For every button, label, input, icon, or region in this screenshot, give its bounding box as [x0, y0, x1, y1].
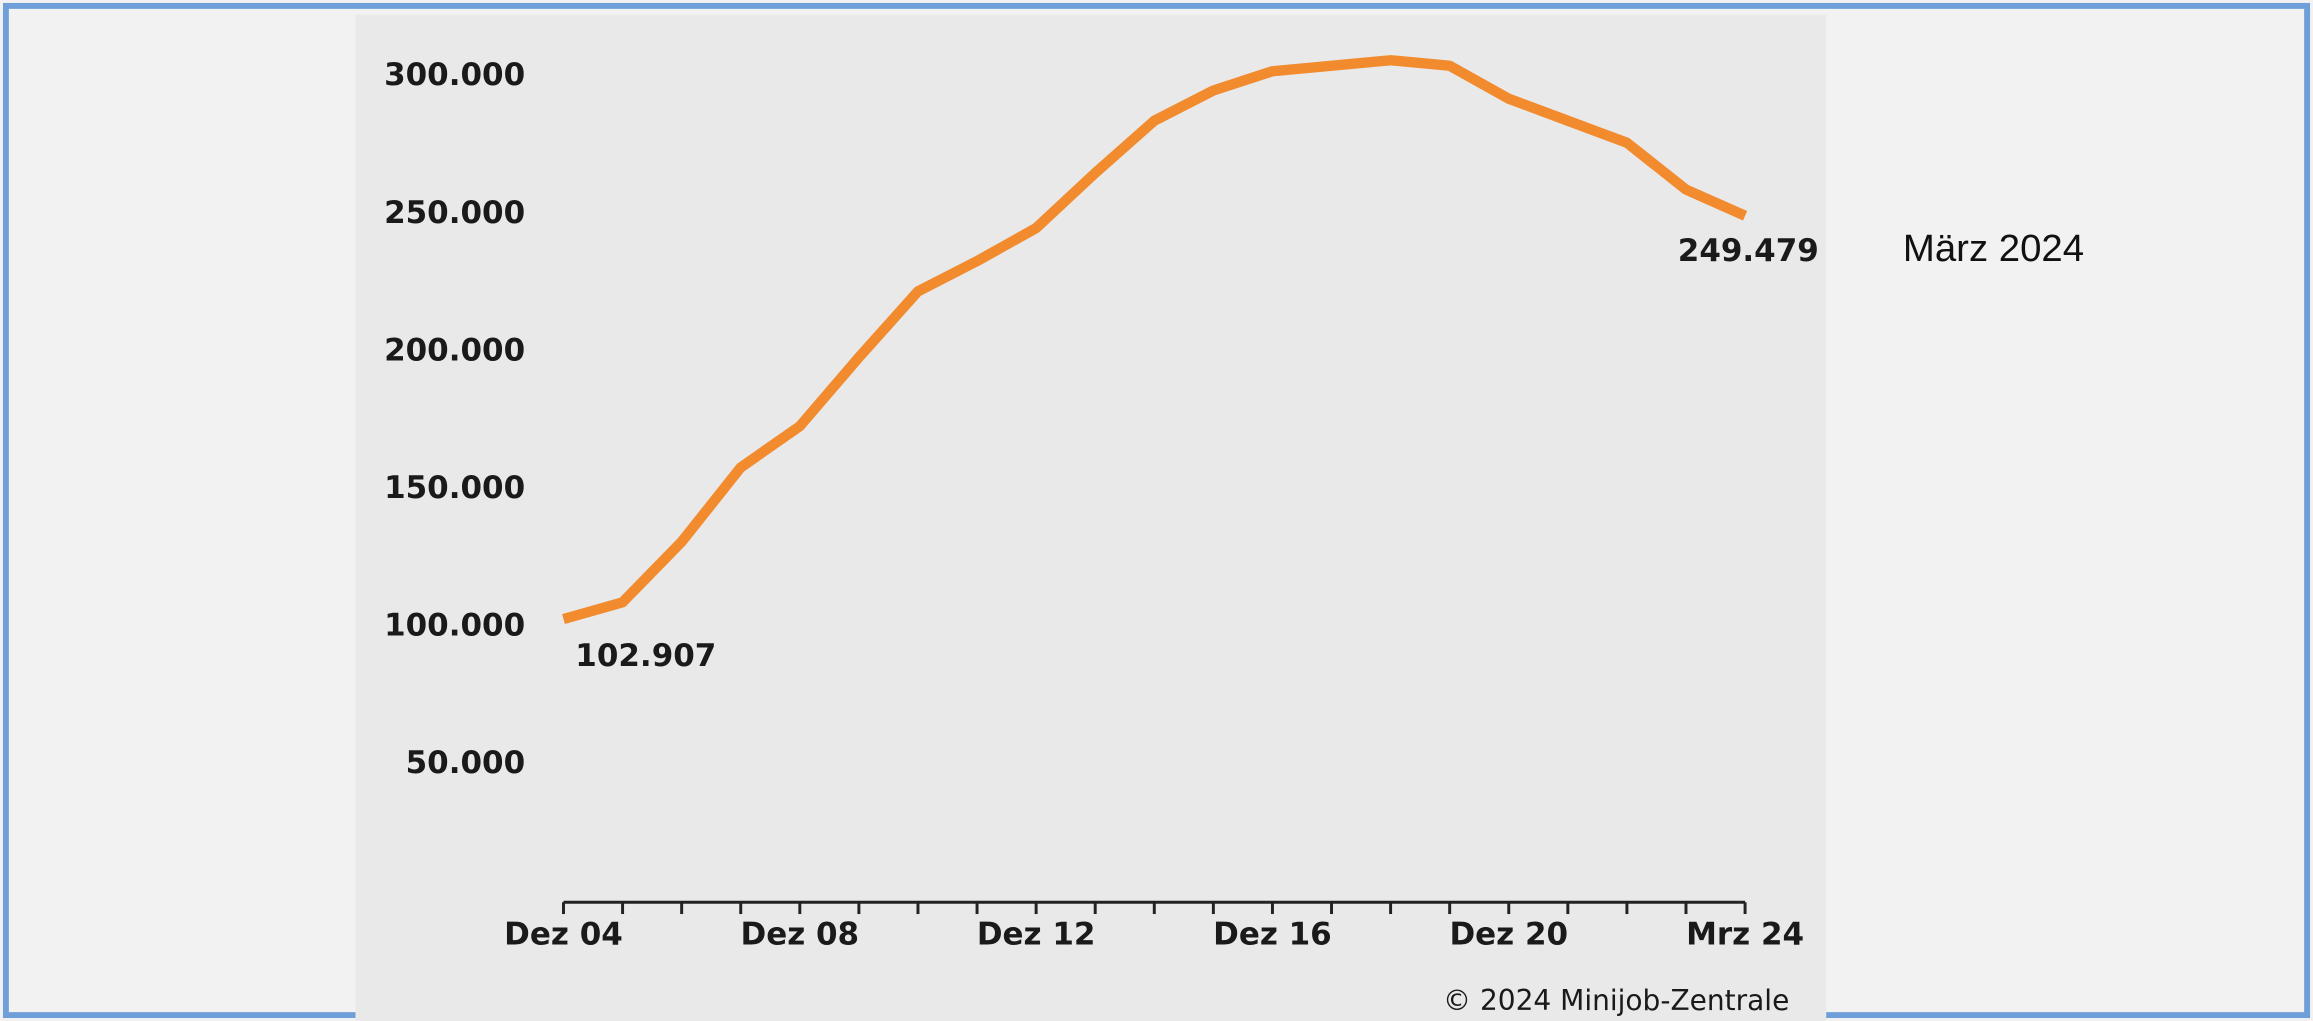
x-tick-label: Dez 12: [977, 917, 1096, 953]
y-tick-label: 50.000: [406, 745, 526, 781]
x-tick-label: Dez 16: [1213, 917, 1332, 953]
x-tick-label: Dez 20: [1449, 917, 1568, 953]
y-tick-label: 150.000: [384, 470, 525, 506]
data-label: 102.907: [575, 638, 716, 674]
source: © 2024 Minijob-Zentrale: [1443, 984, 1789, 1017]
x-tick-label: Dez 04: [504, 917, 623, 953]
y-tick-label: 200.000: [384, 332, 525, 368]
x-tick-label: Dez 08: [741, 917, 860, 953]
chart-panel: [355, 14, 1827, 1021]
y-tick-label: 250.000: [384, 195, 525, 231]
line: [562, 55, 1748, 625]
y-tick-label: 300.000: [384, 57, 525, 93]
annotation: März 2024: [1903, 227, 2084, 270]
y-tick-label: 100.000: [384, 608, 525, 644]
x-tick-label: Mrz 24: [1686, 917, 1804, 953]
data-label: 249.479: [1678, 233, 1819, 269]
